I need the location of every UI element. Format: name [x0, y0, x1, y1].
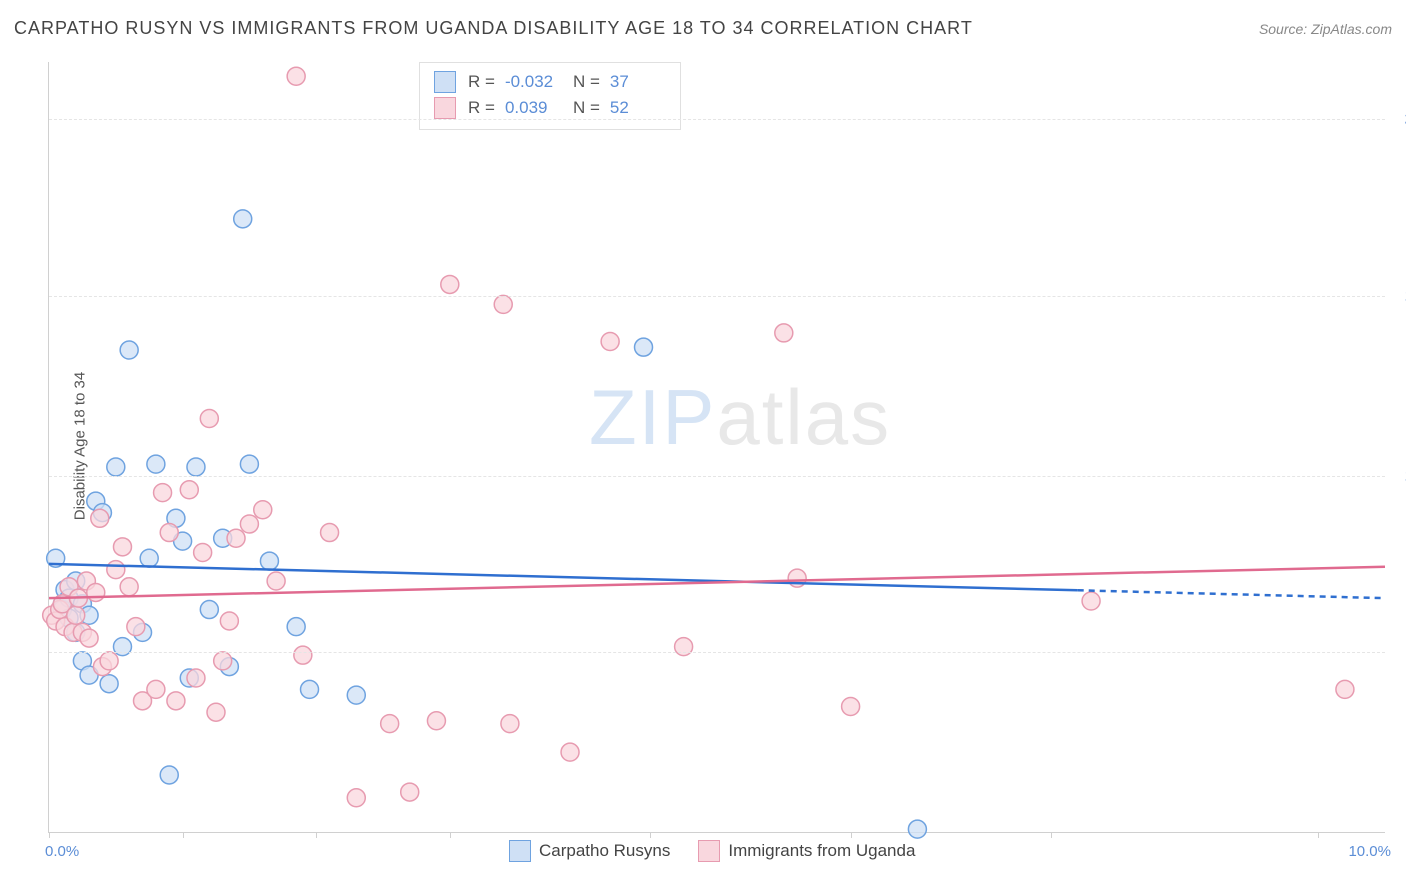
y-tick-label: 25.0% [1391, 111, 1406, 128]
plot-area: ZIPatlas R = -0.032 N = 37 R = 0.039 N =… [48, 62, 1385, 833]
data-point [775, 324, 793, 342]
data-point [220, 612, 238, 630]
swatch-series-1 [434, 71, 456, 93]
r-label: R = [468, 95, 495, 121]
data-point [100, 675, 118, 693]
data-point [214, 652, 232, 670]
x-axis-max-label: 10.0% [1348, 843, 1391, 860]
r-value-2: 0.039 [505, 95, 561, 121]
data-point [601, 332, 619, 350]
data-point [1082, 592, 1100, 610]
data-point [1336, 680, 1354, 698]
data-point [267, 572, 285, 590]
data-point [401, 783, 419, 801]
y-tick-label: 12.5% [1391, 467, 1406, 484]
stats-row-series-2: R = 0.039 N = 52 [434, 95, 666, 121]
data-point [260, 552, 278, 570]
data-point [107, 561, 125, 579]
gridline [49, 119, 1385, 120]
data-point [87, 583, 105, 601]
data-point [494, 295, 512, 313]
data-point [441, 275, 459, 293]
data-point [167, 692, 185, 710]
source-credit: Source: ZipAtlas.com [1259, 21, 1392, 37]
data-point [120, 341, 138, 359]
data-point [294, 646, 312, 664]
legend-label-1: Carpatho Rusyns [539, 841, 670, 861]
data-point [147, 455, 165, 473]
gridline [49, 652, 1385, 653]
legend: Carpatho Rusyns Immigrants from Uganda [509, 840, 915, 862]
data-point [234, 210, 252, 228]
data-point [227, 529, 245, 547]
gridline [49, 476, 1385, 477]
x-tick [183, 832, 184, 838]
stats-row-series-1: R = -0.032 N = 37 [434, 69, 666, 95]
data-point [187, 458, 205, 476]
data-point [347, 789, 365, 807]
data-point [908, 820, 926, 838]
n-value-1: 37 [610, 69, 666, 95]
legend-swatch-2 [698, 840, 720, 862]
data-point [140, 549, 158, 567]
trend-line-extrapolated [1078, 590, 1385, 598]
x-tick [49, 832, 50, 838]
data-point [207, 703, 225, 721]
x-tick [1051, 832, 1052, 838]
legend-item-1: Carpatho Rusyns [509, 840, 670, 862]
gridline [49, 296, 1385, 297]
y-tick-label: 18.8% [1391, 287, 1406, 304]
data-point [107, 458, 125, 476]
data-point [127, 618, 145, 636]
data-point [187, 669, 205, 687]
n-label: N = [573, 69, 600, 95]
x-tick [316, 832, 317, 838]
data-point [635, 338, 653, 356]
data-point [67, 606, 85, 624]
data-point [91, 509, 109, 527]
chart-title: CARPATHO RUSYN VS IMMIGRANTS FROM UGANDA… [14, 18, 973, 39]
data-point [321, 524, 339, 542]
chart-svg [49, 62, 1385, 832]
data-point [180, 481, 198, 499]
data-point [254, 501, 272, 519]
x-tick [851, 832, 852, 838]
legend-item-2: Immigrants from Uganda [698, 840, 915, 862]
data-point [120, 578, 138, 596]
x-tick [450, 832, 451, 838]
data-point [160, 766, 178, 784]
r-label: R = [468, 69, 495, 95]
data-point [301, 680, 319, 698]
data-point [154, 484, 172, 502]
data-point [100, 652, 118, 670]
n-value-2: 52 [610, 95, 666, 121]
data-point [147, 680, 165, 698]
data-point [381, 715, 399, 733]
data-point [200, 409, 218, 427]
swatch-series-2 [434, 97, 456, 119]
data-point [501, 715, 519, 733]
data-point [842, 698, 860, 716]
r-value-1: -0.032 [505, 69, 561, 95]
legend-label-2: Immigrants from Uganda [728, 841, 915, 861]
data-point [113, 538, 131, 556]
x-tick [1318, 832, 1319, 838]
data-point [200, 601, 218, 619]
data-point [561, 743, 579, 761]
y-tick-label: 6.3% [1391, 644, 1406, 661]
data-point [347, 686, 365, 704]
legend-swatch-1 [509, 840, 531, 862]
data-point [427, 712, 445, 730]
x-tick [650, 832, 651, 838]
data-point [240, 515, 258, 533]
x-axis-min-label: 0.0% [45, 843, 79, 860]
data-point [240, 455, 258, 473]
data-point [287, 618, 305, 636]
data-point [160, 524, 178, 542]
data-point [194, 544, 212, 562]
trend-line [49, 567, 1385, 598]
data-point [287, 67, 305, 85]
data-point [80, 629, 98, 647]
n-label: N = [573, 95, 600, 121]
